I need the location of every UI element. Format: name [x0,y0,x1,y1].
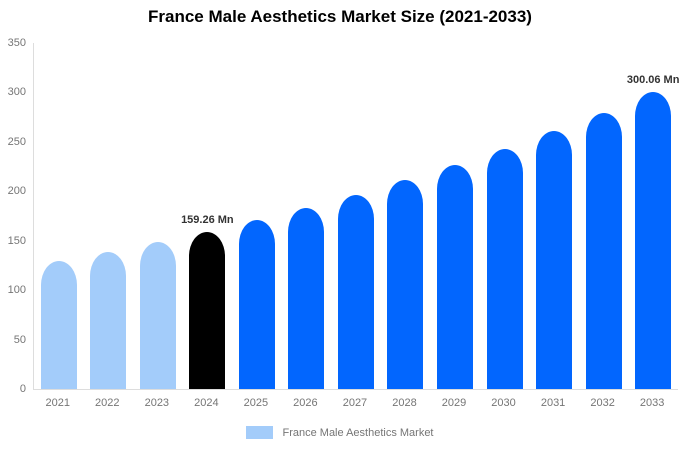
x-tick-2027: 2027 [342,397,368,409]
x-tick-2026: 2026 [293,397,318,409]
bar-2033 [635,92,672,389]
bar-slot-2033: 300.06 Mn [626,43,680,389]
x-tick-2025: 2025 [243,397,269,409]
y-tick-100: 100 [7,284,26,297]
x-tick-2022: 2022 [95,397,120,409]
bar-2029 [437,165,474,389]
y-tick-50: 50 [13,333,26,346]
bar-slot-2022 [84,43,134,389]
bar-slot-2027 [331,43,381,389]
x-tick-2021: 2021 [45,397,70,409]
x-tick-2028: 2028 [392,397,417,409]
bar-slot-2029 [430,43,480,389]
bar-value-label-2033: 300.06 Mn [626,74,680,87]
legend-label: France Male Aesthetics Market [282,426,434,439]
x-tick-2023: 2023 [144,397,170,409]
bar-slot-2030 [480,43,530,389]
plot-area: 159.26 Mn 300.06 Mn [33,43,680,390]
bar-2026 [288,207,325,389]
chart-title: France Male Aesthetics Market Size (2021… [148,7,532,26]
bar-slot-2025 [232,43,282,389]
bar-2027 [337,194,374,389]
y-tick-0: 0 [19,383,26,395]
x-axis-labels: 2021 2022 2023 2024 2025 2026 2027 2028 2029 2030… [33,397,677,409]
y-tick-350: 350 [7,37,26,49]
x-tick-2033: 2033 [639,397,665,409]
bar-2024 [189,231,226,389]
y-tick-250: 250 [7,135,26,148]
bar-2025 [238,220,275,389]
y-tick-200: 200 [7,185,26,198]
y-axis-labels: 0 50 100 150 200 250 300 350 [0,0,26,450]
bar-2023 [139,242,176,389]
bar-slot-2032 [579,43,629,389]
bar-slot-2024: 159.26 Mn [181,43,234,389]
x-tick-2024: 2024 [194,397,219,409]
legend-swatch-icon [246,426,274,439]
x-tick-2030: 2030 [491,397,516,409]
x-tick-2031: 2031 [540,397,566,409]
y-tick-150: 150 [7,234,26,247]
bar-slot-2026 [282,43,332,389]
bar-2028 [387,180,424,389]
legend: France Male Aesthetics Market [0,426,680,439]
bar-2031 [536,131,573,389]
bar-2032 [585,112,622,389]
bars-row: 159.26 Mn 300.06 Mn [34,43,680,389]
bar-2030 [486,148,523,389]
x-tick-2029: 2029 [441,397,467,409]
bar-slot-2031 [529,43,579,389]
bar-value-label-2024: 159.26 Mn [181,213,234,226]
bar-2021 [40,261,77,389]
bar-slot-2023 [133,43,183,389]
bar-2022 [90,252,127,389]
bar-slot-2021 [34,43,84,389]
y-tick-300: 300 [7,86,26,99]
x-tick-2032: 2032 [590,397,615,409]
bar-slot-2028 [381,43,431,389]
